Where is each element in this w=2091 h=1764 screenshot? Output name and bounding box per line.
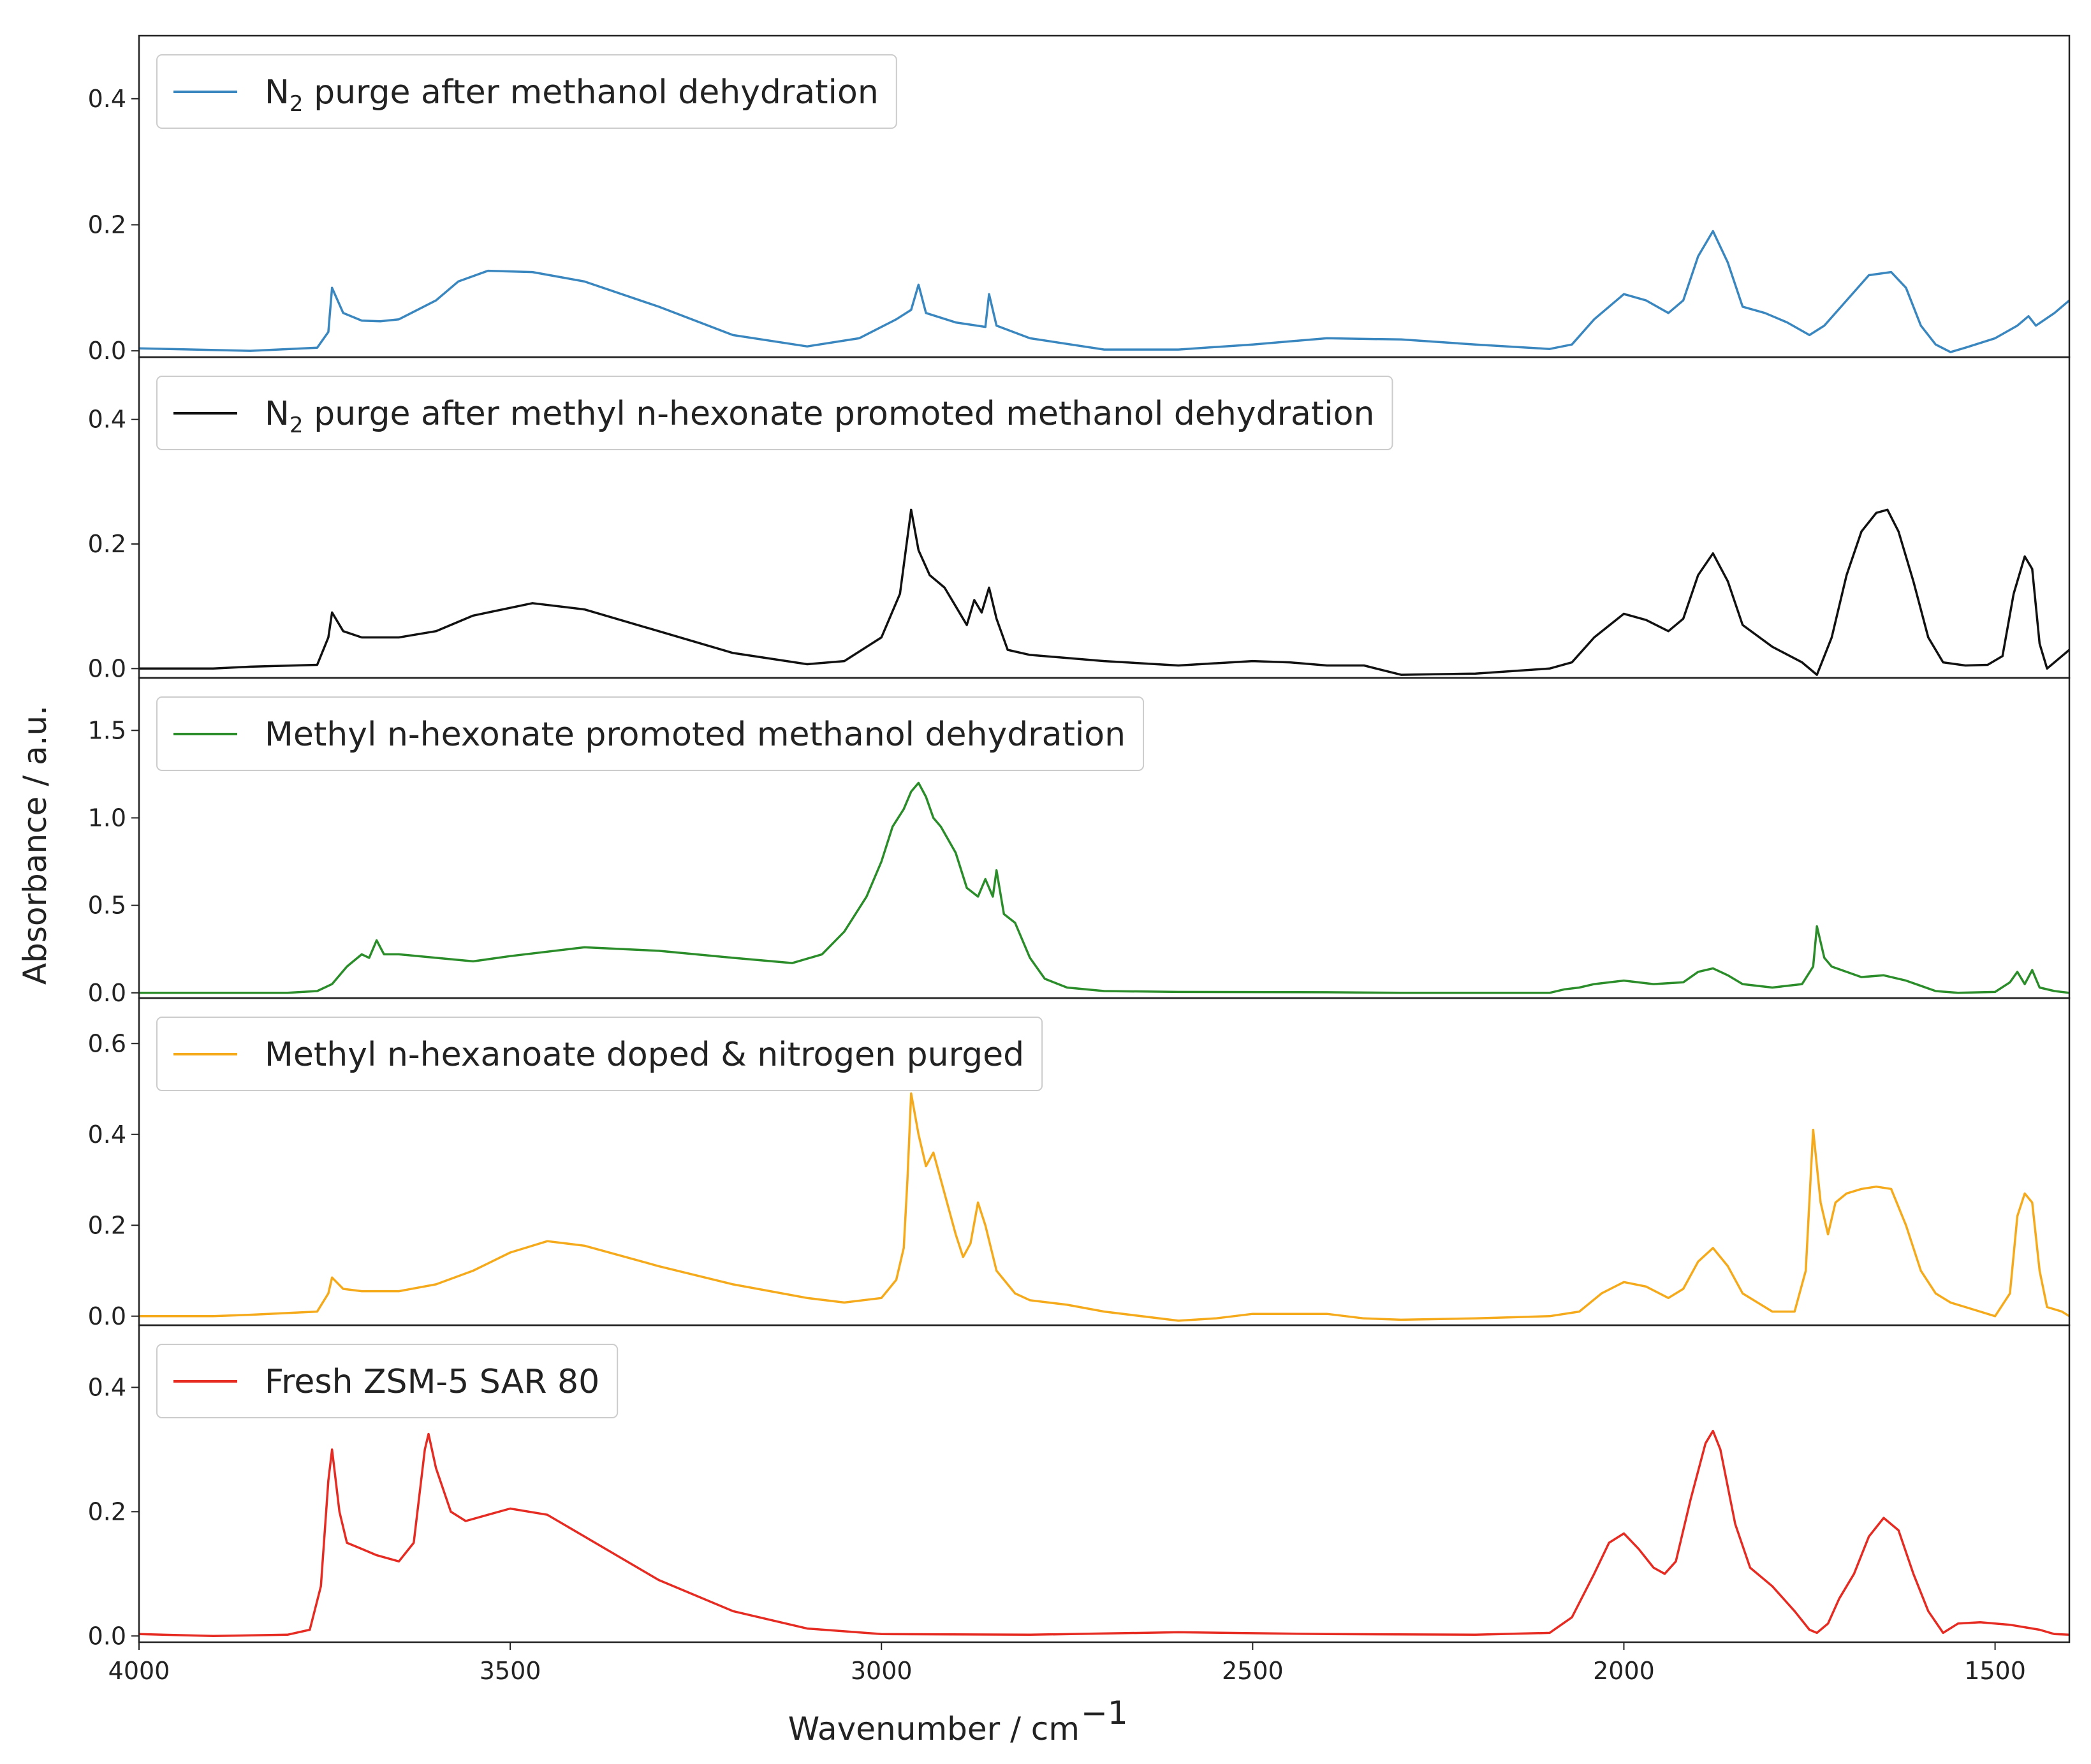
legend-box <box>156 376 1393 450</box>
legend-box <box>156 1017 1043 1091</box>
x-tick-label: 3500 <box>480 1657 541 1685</box>
panels: 0.00.20.4 N2 purge after methanol dehydra… <box>88 34 2071 1650</box>
x-tick-label: 1500 <box>1964 1657 2026 1685</box>
y-tick-label: 0.5 <box>88 892 126 920</box>
legend: Methyl n-hexonate promoted methanol dehy… <box>156 696 1145 771</box>
panel-2: 0.0 0.2 0.4 N2 purge after methyl n-hexonat… <box>88 356 2071 682</box>
legend-label-text: Fresh ZSM-5 SAR 80 <box>265 1363 599 1401</box>
x-tick-label: 4000 <box>108 1657 170 1685</box>
series-line-1 <box>138 230 2071 353</box>
y-tick-label: 0.2 <box>88 210 126 239</box>
y-axis-title: Absorbance / a.u. <box>17 705 54 985</box>
legend: N2 purge after methanol dehydration <box>156 54 897 129</box>
legend-label-text: N <box>265 395 290 433</box>
y-tick-label: 0.2 <box>88 530 126 558</box>
y-tick-label: 0.4 <box>88 406 126 434</box>
y-tick-label: 0.0 <box>88 654 126 682</box>
x-tick-label: 3000 <box>851 1657 913 1685</box>
legend: Methyl n-hexanoate doped & nitrogen purg… <box>156 1017 1043 1091</box>
y-tick-label: 1.5 <box>88 716 126 744</box>
series-line-4 <box>139 1092 2070 1322</box>
panel-frame <box>138 1324 2071 1643</box>
x-tick-label: 2000 <box>1593 1657 1655 1685</box>
series-line-3 <box>139 781 2070 994</box>
panel-5: 0.0 0.2 0.4 Fresh ZSM-5 SAR 80 <box>88 1324 2071 1650</box>
x-axis-title-superscript: −1 <box>1081 1694 1128 1731</box>
y-tick-label: 0.0 <box>88 1622 126 1650</box>
legend: Fresh ZSM-5 SAR 80 <box>156 1344 619 1418</box>
y-tick-label: 0.4 <box>88 1373 126 1401</box>
legend-label: N2 purge after methanol dehydration <box>265 73 879 117</box>
y-tick-label: 0.2 <box>88 1497 126 1525</box>
y-tick-label: 0.4 <box>88 1121 126 1149</box>
legend-label-text: Methyl n-hexanoate doped & nitrogen purg… <box>265 1036 1024 1074</box>
legend-label: Methyl n-hexanoate doped & nitrogen purg… <box>265 1036 1024 1074</box>
panel-3: 0.0 0.5 1.0 1.5 Methyl n-hexonate promoted m… <box>88 677 2071 1007</box>
y-tick-label: 0.4 <box>88 85 126 113</box>
legend: N2 purge after methyl n-hexonate promote… <box>156 376 1393 450</box>
legend-label-text: Methyl n-hexonate promoted methanol dehy… <box>265 716 1126 754</box>
x-axis: 4000 3500 3000 2500 2000 1500 <box>108 1642 2026 1685</box>
series-line-5 <box>138 1429 2070 1638</box>
x-tick-label: 2500 <box>1222 1657 1284 1685</box>
legend-box <box>156 54 897 129</box>
y-tick-label: 0.6 <box>88 1029 126 1057</box>
y-tick-label: 0.2 <box>88 1211 126 1239</box>
legend-label-subscript: 2 <box>290 413 304 438</box>
legend-label: Methyl n-hexonate promoted methanol dehy… <box>265 716 1126 754</box>
panel-1: 0.0 0.2 0.4 N2 purge after methanol dehydra… <box>88 34 2071 365</box>
y-tick-label: 0.0 <box>88 979 126 1007</box>
legend-box <box>156 696 1145 771</box>
y-tick-label: 1.0 <box>88 804 126 832</box>
legend-label-subscript: 2 <box>290 91 304 117</box>
legend-box <box>156 1344 619 1418</box>
legend-label-text: purge after methyl n-hexonate promoted m… <box>304 395 1375 433</box>
legend-label: Fresh ZSM-5 SAR 80 <box>265 1363 599 1401</box>
y-tick-label: 0.0 <box>88 1302 126 1330</box>
panel-4: 0.0 0.2 0.4 0.6 Methyl n-hexanoate doped & n… <box>88 997 2071 1330</box>
x-axis-title: Wavenumber / cm <box>788 1710 1080 1747</box>
legend-label-text: purge after methanol dehydration <box>304 73 879 112</box>
y-tick-label: 0.0 <box>88 337 126 365</box>
series-line-2 <box>139 508 2071 676</box>
legend-label-text: N <box>265 73 290 112</box>
legend-label: N2 purge after methyl n-hexonate promote… <box>265 395 1374 438</box>
